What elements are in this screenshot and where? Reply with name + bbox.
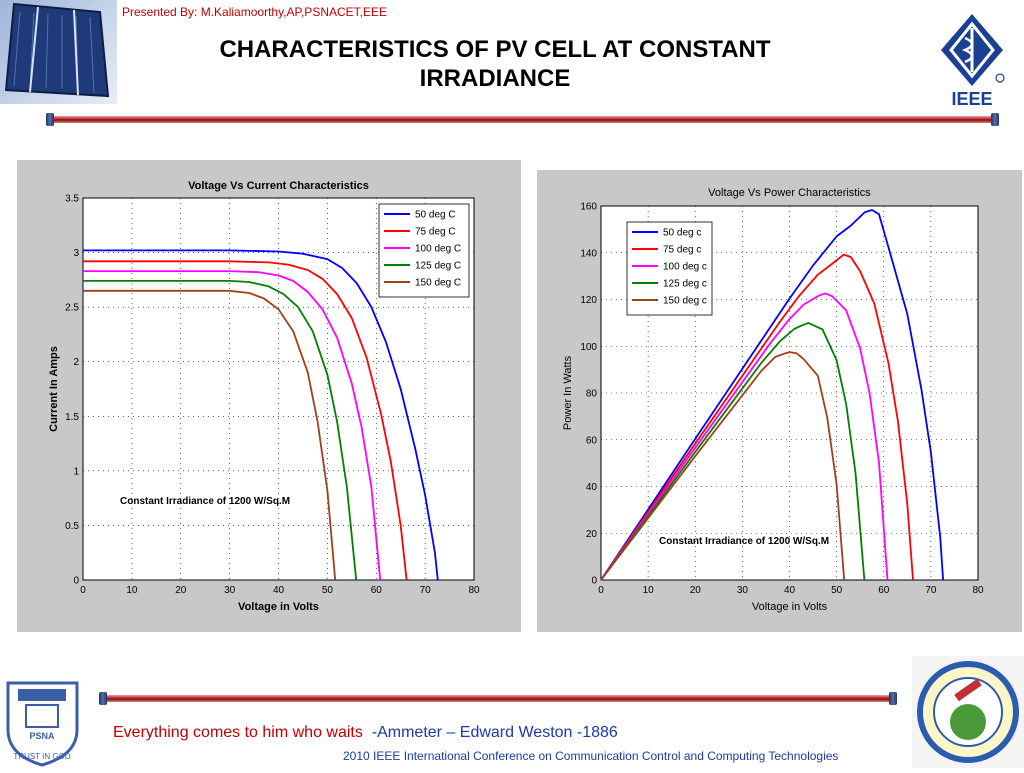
legend-label: 100 deg c [663,262,707,273]
series-line [600,351,846,581]
x-tick-label: 80 [468,585,480,596]
y-axis-label: Power In Watts [562,355,574,430]
plot-area [600,205,979,581]
series-line [83,270,382,581]
x-tick-label: 40 [273,585,285,596]
y-tick-label: 120 [580,295,597,306]
vi-chart: 0 10 20 30 40 50 60 70 80 0 0.5 1 1.5 2 2.5 3 3.5 Voltage… [48,180,480,613]
quote-attribution: -Ammeter – Edward Weston -1886 [371,724,618,741]
y-tick-label: 80 [586,389,598,400]
y-tick-label: 40 [586,482,598,493]
y-axis-label: Current In Amps [48,346,60,432]
x-tick-label: 10 [643,585,655,596]
series-line [600,321,866,581]
legend-label: 150 deg c [663,296,707,307]
vp-chart: 0 10 20 30 40 50 60 70 80 0 20 40 60 80 100 120 140 160 Vo… [562,187,984,613]
x-tick-label: 20 [175,585,187,596]
x-tick-label: 30 [737,585,749,596]
legend-label: 125 deg c [663,279,707,290]
y-tick-label: 160 [580,202,597,213]
legend-label: 100 deg C [415,244,461,255]
solar-cell-image [0,0,117,104]
legend-label: 150 deg C [415,278,461,289]
y-tick-label: 0 [73,576,79,587]
legend-label: 50 deg c [663,228,701,239]
y-tick-label: 60 [586,435,598,446]
series-line [600,253,914,581]
legend-label: 75 deg C [415,227,456,238]
psna-logo-text: PSNA [29,731,55,741]
series-line [600,292,889,581]
psna-motto: TRUST IN GOD [13,752,70,761]
x-tick-label: 80 [972,585,984,596]
chart-annotation: Constant Irradiance of 1200 W/Sq.M [659,536,829,547]
legend-label: 50 deg C [415,210,456,221]
y-tick-label: 2.5 [65,303,79,314]
y-tick-label: 140 [580,248,597,259]
x-tick-label: 0 [80,585,86,596]
series-line [600,209,944,581]
x-tick-label: 30 [224,585,236,596]
page-title: CHARACTERISTICS OF PV CELL AT CONSTANT I… [219,36,771,92]
catholic-college-logo [912,656,1024,768]
x-tick-label: 0 [598,585,604,596]
legend-label: 125 deg C [415,261,461,272]
series-line [83,260,408,581]
legend-label: 75 deg c [663,245,701,256]
y-tick-label: 3 [73,248,79,259]
x-tick-label: 70 [420,585,432,596]
quote-text: Everything comes to him who waits [113,724,363,741]
footer-quote: Everything comes to him who waits -Ammet… [113,724,618,742]
x-tick-label: 10 [126,585,138,596]
series-line [83,249,439,581]
y-tick-label: 100 [580,342,597,353]
ieee-logo: IEEE [935,10,1010,110]
x-tick-label: 70 [925,585,937,596]
conference-name: 2010 IEEE International Conference on Co… [343,749,839,763]
x-axis-label: Voltage in Volts [752,601,828,613]
x-tick-label: 20 [690,585,702,596]
psna-college-logo: PSNA TRUST IN GOD [0,675,85,768]
y-tick-label: 1.5 [65,412,79,423]
x-tick-label: 60 [878,585,890,596]
y-tick-label: 1 [73,466,79,477]
chart-annotation: Constant Irradiance of 1200 W/Sq.M [120,496,290,507]
vp-chart-panel: 0 10 20 30 40 50 60 70 80 0 20 40 60 80 100 120 140 160 Vo… [537,170,1022,632]
ieee-logo-text: IEEE [951,89,992,109]
presenter-credit: Presented By: M.Kaliamoorthy,AP,PSNACET,… [122,5,388,19]
chart-title: Voltage Vs Power Characteristics [708,187,871,199]
y-tick-label: 20 [586,529,598,540]
bottom-divider-bar [99,692,897,705]
top-divider-bar [46,113,999,126]
y-tick-label: 0.5 [65,521,79,532]
y-tick-label: 0 [591,576,597,587]
y-tick-label: 2 [73,357,79,368]
x-tick-label: 50 [831,585,843,596]
x-tick-label: 40 [784,585,796,596]
x-tick-label: 50 [322,585,334,596]
x-tick-label: 60 [371,585,383,596]
y-tick-label: 3.5 [65,194,79,205]
vi-chart-panel: 0 10 20 30 40 50 60 70 80 0 0.5 1 1.5 2 2.5 3 3.5 Voltage… [17,160,521,632]
series-line [83,289,337,581]
x-axis-label: Voltage in Volts [238,601,319,613]
chart-title: Voltage Vs Current Characteristics [188,180,369,192]
series-line [83,280,358,581]
